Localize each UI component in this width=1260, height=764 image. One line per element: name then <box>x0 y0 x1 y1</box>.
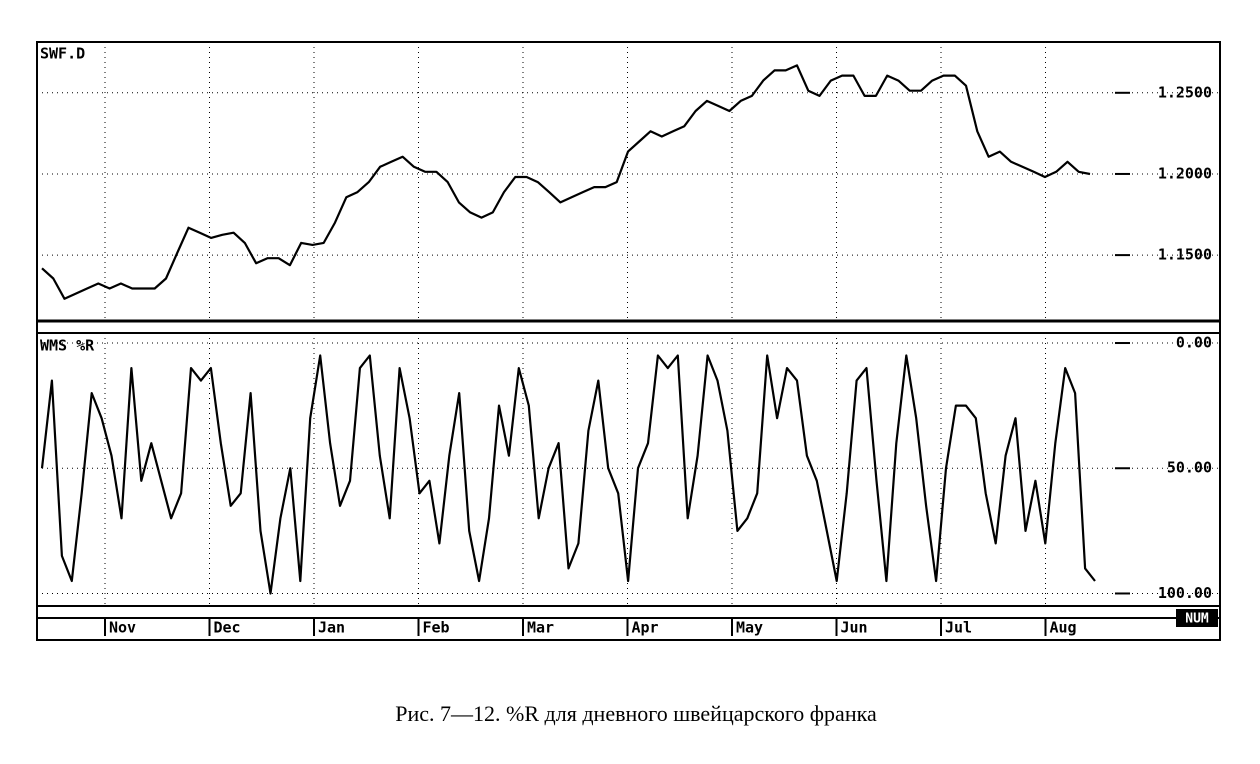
panel-title: SWF.D <box>40 45 85 63</box>
status-box <box>1176 609 1218 627</box>
x-tick-label: Mar <box>527 619 554 637</box>
x-tick-label: Aug <box>1050 619 1077 637</box>
x-tick-label: Feb <box>423 619 450 637</box>
y-tick-label: 50.00 <box>1167 459 1212 477</box>
x-tick-label: Apr <box>632 619 659 637</box>
y-tick-label: 100.00 <box>1158 584 1212 602</box>
caption: Рис. 7—12. %R для дневного швейцарского … <box>395 701 877 726</box>
x-tick-label: May <box>736 619 763 637</box>
frame <box>36 41 1221 641</box>
x-tick-label: Jul <box>945 619 972 637</box>
status: NUM <box>1185 612 1209 627</box>
series-line <box>41 64 1091 300</box>
series-line <box>40 354 1096 595</box>
panel-title: WMS %R <box>40 337 95 355</box>
x-tick-label: Jan <box>318 619 345 637</box>
y-tick-label: 1.2000 <box>1158 164 1212 182</box>
x-tick-label: Jun <box>841 619 868 637</box>
y-tick-label: 1.2500 <box>1158 83 1212 101</box>
x-tick-label: Dec <box>214 619 241 637</box>
y-tick-label: 1.1500 <box>1158 246 1212 264</box>
y-tick-label: 0.00 <box>1176 334 1212 352</box>
x-tick-label: Nov <box>109 619 136 637</box>
